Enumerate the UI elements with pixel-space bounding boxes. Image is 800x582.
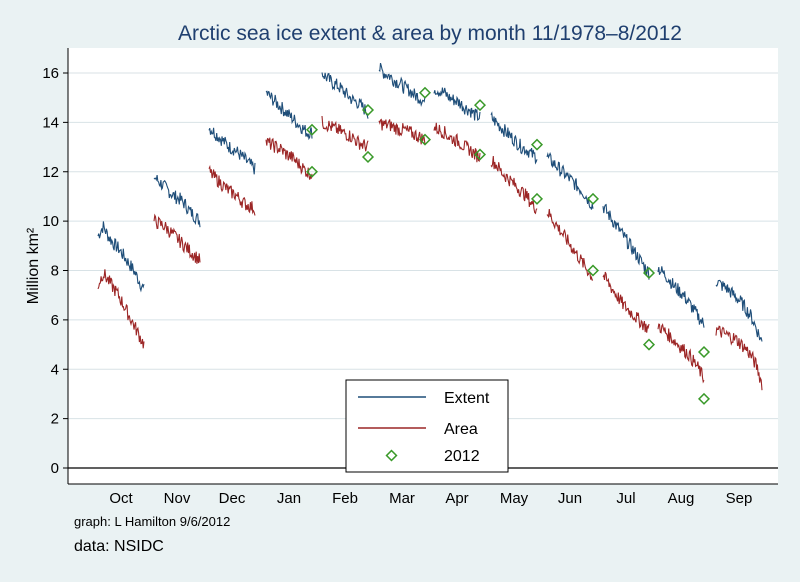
x-tick-label: Jun [558,490,582,507]
marker-2012-area-feb [361,150,375,163]
line-area-apr [433,122,481,163]
line-extent-mar [378,62,426,107]
grid-lines [68,72,778,469]
marker-2012-extent-feb [361,104,375,117]
line-extent-aug [657,266,705,328]
marker-2012-area-apr [473,148,487,161]
line-area-oct [97,269,145,349]
x-axis-ticks: Oct Nov Dec Jan Feb Mar Apr May Jun Jul Aug Sep [109,490,752,507]
marker-2012-extent-jul [642,266,656,279]
x-tick-label: Dec [219,490,246,507]
y-tick-label: 14 [42,114,59,131]
y-tick-label: 2 [51,411,59,428]
line-extent-may [490,111,538,165]
series-layer [97,62,763,391]
x-tick-label: Oct [109,490,133,507]
marker-2012-area-may [530,192,544,205]
line-extent-sep [715,279,763,342]
legend-area-label: Area [444,421,478,438]
line-extent-jan [265,90,313,141]
line-area-feb [321,115,369,152]
data-credit: data: NSIDC [74,538,164,555]
line-area-dec [208,164,256,216]
x-tick-label: Jul [616,490,635,507]
marker-2012-extent-apr [473,99,487,112]
x-tick-label: May [500,490,529,507]
y-tick-label: 12 [42,164,59,181]
marker-2012-extent-may [530,138,544,151]
x-tick-label: Apr [445,490,468,507]
y-axis-label: Million km² [25,227,42,304]
x-tick-label: Aug [668,490,695,507]
y-tick-label: 10 [42,213,59,230]
chart-title: Arctic sea ice extent & area by month 11… [178,22,682,45]
y-tick-label: 4 [51,361,59,378]
x-tick-label: Sep [726,490,753,507]
line-extent-jun [546,152,594,210]
line-area-jun [546,209,594,281]
marker-2012-extent-jun [586,192,600,205]
marker-2012-extent-aug [697,345,711,358]
y-tick-label: 6 [51,312,59,329]
line-area-nov [153,213,201,264]
x-tick-label: Nov [164,490,191,507]
marker-2012-area-aug [697,392,711,405]
line-area-mar [378,118,426,145]
y-axis-ticks: 0 2 4 6 8 10 12 14 16 [42,48,778,485]
line-extent-apr [433,87,481,122]
line-extent-nov [153,175,201,228]
marker-2012-extent-mar [418,86,432,99]
legend-2012-marker [385,449,398,462]
line-extent-feb [321,72,369,119]
line-extent-dec [208,127,256,175]
legend: Extent Area 2012 [345,379,509,473]
marker-2012-area-jun [586,264,600,277]
line-area-jan [265,137,313,180]
line-extent-oct [97,221,145,293]
x-tick-label: Feb [332,490,358,507]
marker-2012-extent-jan [305,123,319,136]
legend-extent-label: Extent [444,390,490,407]
x-tick-label: Mar [389,490,415,507]
y-tick-label: 0 [51,460,59,477]
legend-2012-label: 2012 [444,448,480,465]
graph-credit: graph: L Hamilton 9/6/2012 [74,514,231,529]
line-area-aug [657,323,705,384]
line-area-sep [715,325,763,391]
line-area-jul [602,271,650,333]
x-tick-label: Jan [277,490,301,507]
line-area-may [490,155,538,215]
y-tick-label: 8 [51,263,59,280]
marker-2012-area-jan [305,165,319,178]
y-tick-label: 16 [42,65,59,82]
legend-box [345,379,509,473]
line-extent-jul [602,203,650,280]
marker-2012-area-jul [642,338,656,351]
markers-2012 [305,86,711,405]
marker-2012-area-mar [418,133,432,146]
